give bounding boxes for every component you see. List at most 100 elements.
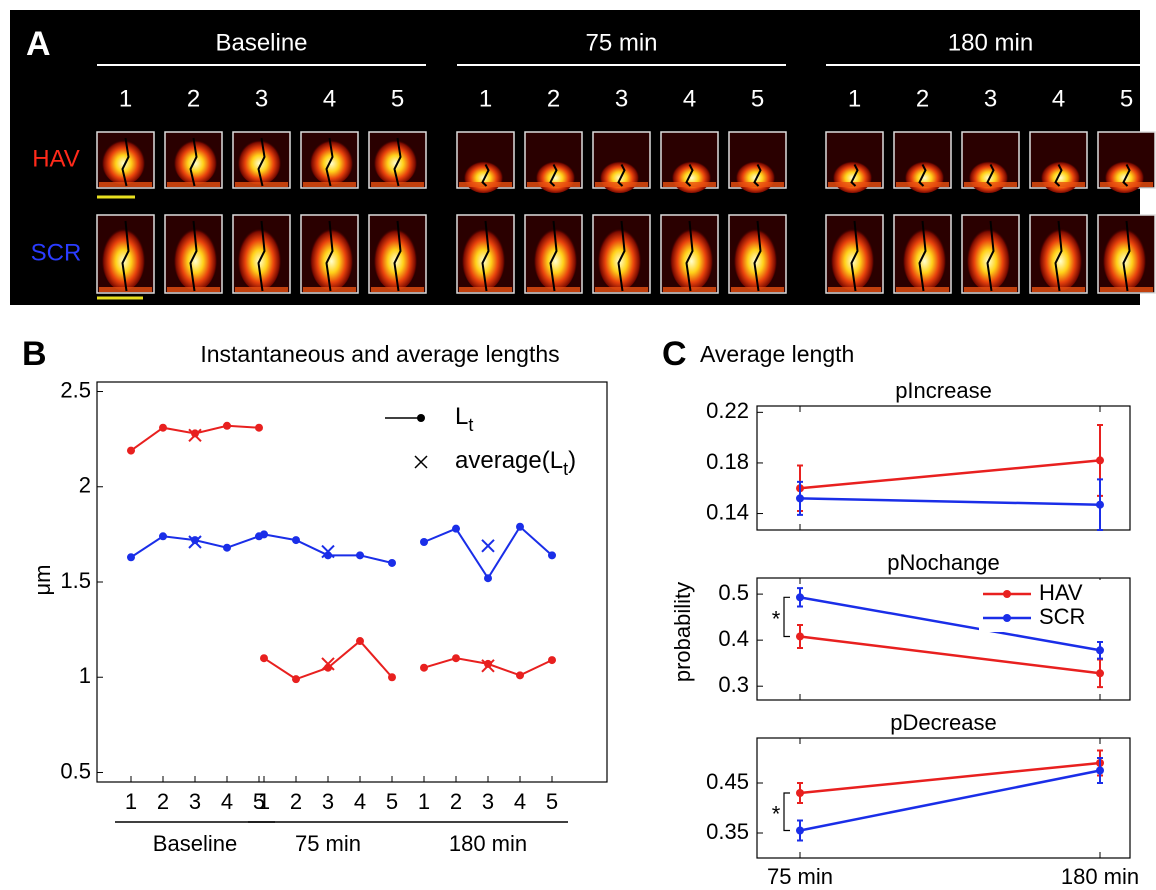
legend-label: Lt [455,403,473,434]
y-tick-label: 2.5 [60,377,91,402]
row-label: SCR [31,239,82,266]
heat-blob [969,159,1009,193]
data-point [223,544,231,552]
data-point [796,827,804,835]
heat-blob [831,225,875,291]
frame-label: 1 [479,85,492,112]
series-line [800,460,1100,488]
heat-blob [833,159,873,193]
data-point [420,538,428,546]
legend-marker [417,414,425,422]
data-point [452,654,460,662]
x-tick-label: 3 [189,789,201,814]
data-point [516,671,524,679]
y-tick-label: 0.45 [706,769,749,794]
data-point [223,422,231,430]
y-tick-label: 1.5 [60,568,91,593]
legend-marker [1003,590,1011,598]
x-tick-label: 75 min [767,864,833,889]
x-tick-label: 4 [514,789,526,814]
frame-label: 4 [1052,85,1065,112]
y-tick-label: 1 [79,663,91,688]
group-title: 180 min [948,29,1033,56]
y-axis-label: μm [30,564,55,595]
series-line [800,498,1100,504]
plot-frame [757,738,1130,858]
data-point [388,559,396,567]
heat-blob [734,225,778,291]
x-tick-label: 1 [125,789,137,814]
figure: ABaseline1234575 min12345180 min12345HAV… [0,0,1156,890]
data-point [260,654,268,662]
x-tick-label: 2 [290,789,302,814]
subplot-title: pDecrease [890,710,996,735]
group-title: Baseline [215,29,307,56]
significance-bracket [784,597,790,636]
y-tick-label: 2 [79,473,91,498]
heat-blob [536,159,576,193]
row-label: HAV [32,145,80,172]
y-axis-label: probability [670,582,695,682]
panel-label: B [22,335,47,373]
x-tick-label: 3 [322,789,334,814]
y-tick-label: 0.22 [706,398,749,423]
heat-blob [600,159,640,193]
plot-frame [97,382,607,782]
x-tick-label: 3 [482,789,494,814]
series-line [424,527,552,578]
frame-label: 3 [984,85,997,112]
frame-label: 5 [751,85,764,112]
x-tick-label: 5 [386,789,398,814]
y-tick-label: 0.4 [718,626,749,651]
data-point [452,525,460,533]
subplot-title: pIncrease [895,378,992,403]
data-point [292,536,300,544]
x-tick-label: 2 [157,789,169,814]
heat-blob [1105,159,1145,193]
frame-label: 5 [391,85,404,112]
heat-blob [464,159,504,193]
data-point [260,530,268,538]
frame-label: 4 [683,85,696,112]
y-tick-label: 0.18 [706,449,749,474]
heat-blob [736,159,776,193]
subplot-title: pNochange [887,550,1000,575]
data-point [1096,456,1104,464]
series-line [800,771,1100,831]
heat-blob [462,225,506,291]
data-point [420,664,428,672]
data-point [516,523,524,531]
significance-label: * [772,802,781,827]
x-tick-label: 180 min [1061,864,1139,889]
significance-label: * [772,607,781,632]
heat-blob [238,225,282,291]
data-point [1096,669,1104,677]
heat-blob [102,225,146,291]
data-point [292,675,300,683]
legend-marker [415,456,427,468]
frame-label: 4 [323,85,336,112]
panel-label: C [662,335,687,373]
text-part: average(L [455,447,563,474]
heat-blob [598,225,642,291]
frame-label: 1 [848,85,861,112]
heat-blob [374,225,418,291]
data-point [1096,501,1104,509]
x-tick-label: 5 [546,789,558,814]
text-part: t [468,415,473,435]
frame-label: 3 [255,85,268,112]
x-tick-label: 1 [418,789,430,814]
group-title: 75 min [585,29,657,56]
legend-label: SCR [1039,604,1085,629]
chart-title: Instantaneous and average lengths [200,341,559,367]
heat-blob [905,159,945,193]
y-tick-label: 0.5 [718,580,749,605]
data-point [356,551,364,559]
y-tick-label: 0.3 [718,672,749,697]
legend-label: HAV [1039,580,1083,605]
panel-label: A [26,25,51,63]
heat-blob [1041,159,1081,193]
y-tick-label: 0.5 [60,758,91,783]
frame-label: 1 [119,85,132,112]
data-point [796,789,804,797]
